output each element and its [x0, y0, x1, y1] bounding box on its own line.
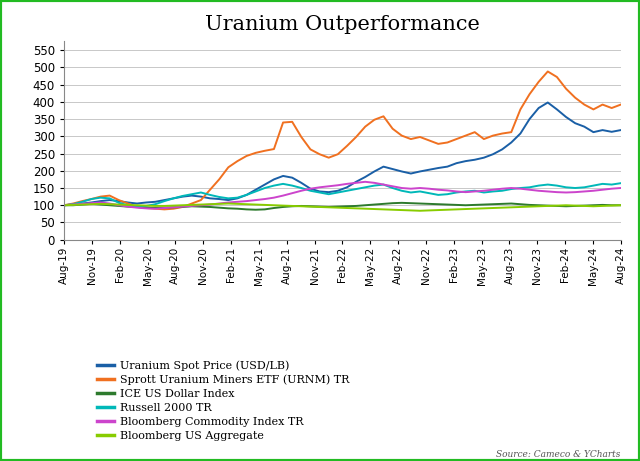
Legend: Uranium Spot Price (USD/LB), Sprott Uranium Miners ETF (URNM) TR, ICE US Dollar : Uranium Spot Price (USD/LB), Sprott Uran…: [97, 360, 349, 441]
Title: Uranium Outperformance: Uranium Outperformance: [205, 15, 480, 35]
Text: Source: Cameco & YCharts: Source: Cameco & YCharts: [497, 449, 621, 459]
